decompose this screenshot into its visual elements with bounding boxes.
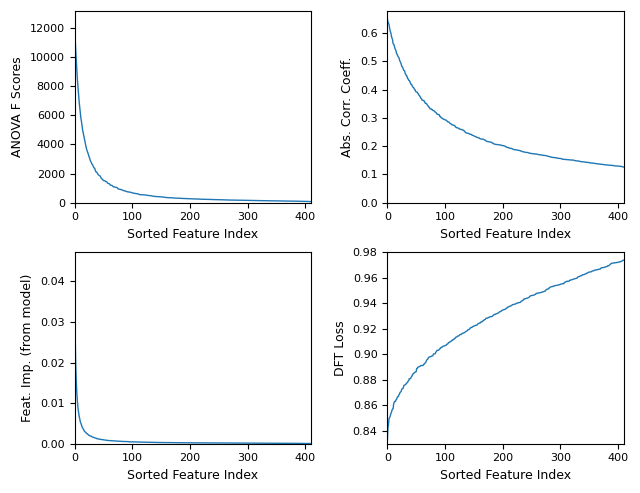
X-axis label: Sorted Feature Index: Sorted Feature Index xyxy=(127,228,259,241)
Y-axis label: DFT Loss: DFT Loss xyxy=(334,320,347,376)
Y-axis label: Feat. Imp. (from model): Feat. Imp. (from model) xyxy=(22,274,35,422)
Y-axis label: Abs. Corr. Coeff.: Abs. Corr. Coeff. xyxy=(341,57,355,157)
X-axis label: Sorted Feature Index: Sorted Feature Index xyxy=(127,469,259,482)
Y-axis label: ANOVA F Scores: ANOVA F Scores xyxy=(11,57,24,157)
X-axis label: Sorted Feature Index: Sorted Feature Index xyxy=(440,469,571,482)
X-axis label: Sorted Feature Index: Sorted Feature Index xyxy=(440,228,571,241)
